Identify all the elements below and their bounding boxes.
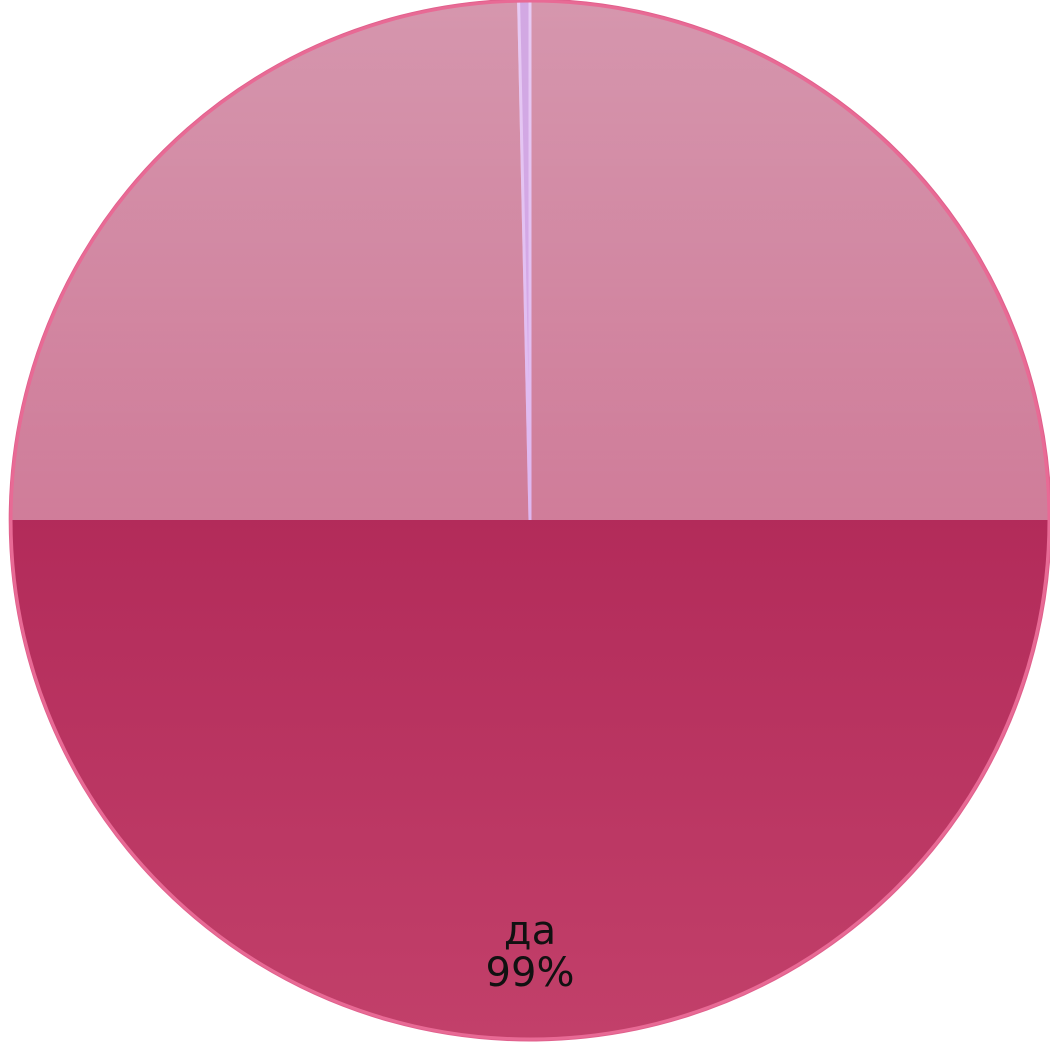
- pie-gloss-overlay: [9, 0, 1050, 1041]
- slice-percent-label: 99%: [485, 950, 575, 996]
- slice-category-label: да: [503, 908, 557, 954]
- pie-rim: [9, 0, 1050, 1041]
- slice-label-da: да 99%: [430, 910, 630, 994]
- pie-gloss-highlight: [12, 2, 1048, 520]
